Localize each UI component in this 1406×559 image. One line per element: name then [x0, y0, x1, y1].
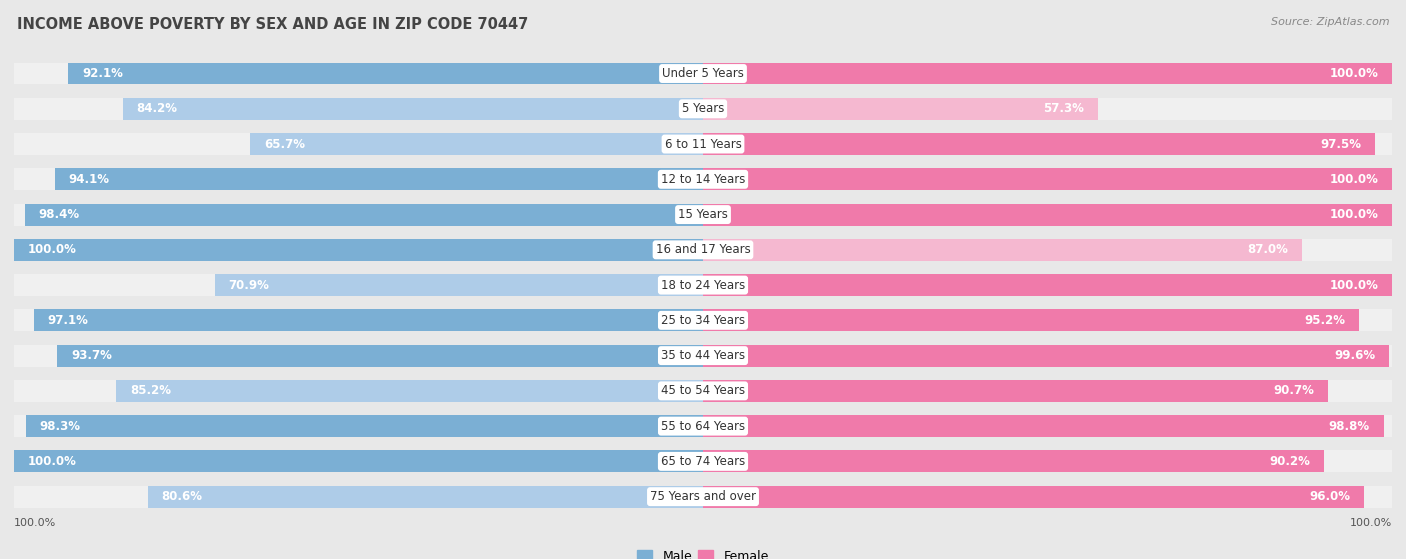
Bar [703, 310, 1358, 331]
Text: 16 and 17 Years: 16 and 17 Years [655, 243, 751, 257]
Bar [215, 274, 703, 296]
Bar [703, 133, 1375, 155]
Text: 100.0%: 100.0% [1350, 518, 1392, 528]
Text: 6 to 11 Years: 6 to 11 Years [665, 138, 741, 150]
Text: 5 Years: 5 Years [682, 102, 724, 115]
Text: 100.0%: 100.0% [1329, 173, 1378, 186]
Bar [14, 451, 703, 472]
Bar [703, 345, 1392, 367]
Bar [703, 168, 1392, 190]
Bar [14, 63, 703, 84]
Text: Under 5 Years: Under 5 Years [662, 67, 744, 80]
Text: 94.1%: 94.1% [69, 173, 110, 186]
Text: 95.2%: 95.2% [1305, 314, 1346, 327]
Bar [703, 168, 1392, 190]
Text: 100.0%: 100.0% [1329, 208, 1378, 221]
Bar [703, 380, 1392, 402]
Bar [703, 345, 1389, 367]
Bar [250, 133, 703, 155]
Text: 97.5%: 97.5% [1320, 138, 1361, 150]
Bar [14, 203, 703, 225]
Text: 84.2%: 84.2% [136, 102, 177, 115]
Bar [703, 98, 1098, 120]
Text: 25 to 34 Years: 25 to 34 Years [661, 314, 745, 327]
Bar [14, 133, 703, 155]
Bar [55, 168, 703, 190]
Bar [703, 239, 1302, 260]
Bar [703, 133, 1392, 155]
Text: 85.2%: 85.2% [129, 385, 170, 397]
Text: 100.0%: 100.0% [1329, 278, 1378, 292]
Text: 65 to 74 Years: 65 to 74 Years [661, 455, 745, 468]
Text: 100.0%: 100.0% [28, 243, 77, 257]
Text: 70.9%: 70.9% [228, 278, 269, 292]
Bar [703, 486, 1392, 508]
Bar [14, 310, 703, 331]
Bar [703, 274, 1392, 296]
Bar [703, 274, 1392, 296]
Text: 35 to 44 Years: 35 to 44 Years [661, 349, 745, 362]
Bar [14, 274, 703, 296]
Bar [703, 486, 1364, 508]
Text: INCOME ABOVE POVERTY BY SEX AND AGE IN ZIP CODE 70447: INCOME ABOVE POVERTY BY SEX AND AGE IN Z… [17, 17, 529, 32]
Bar [117, 380, 703, 402]
Bar [122, 98, 703, 120]
Text: 45 to 54 Years: 45 to 54 Years [661, 385, 745, 397]
Bar [69, 63, 703, 84]
Text: 18 to 24 Years: 18 to 24 Years [661, 278, 745, 292]
Bar [703, 415, 1384, 437]
Text: 98.4%: 98.4% [39, 208, 80, 221]
Bar [14, 345, 703, 367]
Bar [14, 486, 703, 508]
Bar [703, 310, 1392, 331]
Text: 93.7%: 93.7% [72, 349, 112, 362]
Bar [703, 203, 1392, 225]
Bar [34, 310, 703, 331]
Text: 15 Years: 15 Years [678, 208, 728, 221]
Text: 100.0%: 100.0% [1329, 67, 1378, 80]
Bar [703, 239, 1392, 260]
Bar [14, 239, 703, 260]
Legend: Male, Female: Male, Female [633, 544, 773, 559]
Text: 92.1%: 92.1% [83, 67, 124, 80]
Bar [703, 451, 1392, 472]
Text: 55 to 64 Years: 55 to 64 Years [661, 420, 745, 433]
Bar [148, 486, 703, 508]
Bar [25, 415, 703, 437]
Bar [703, 415, 1392, 437]
Text: 100.0%: 100.0% [14, 518, 56, 528]
Text: 80.6%: 80.6% [162, 490, 202, 503]
Bar [14, 451, 703, 472]
Text: 90.7%: 90.7% [1274, 385, 1315, 397]
Text: 12 to 14 Years: 12 to 14 Years [661, 173, 745, 186]
Text: 65.7%: 65.7% [264, 138, 305, 150]
Bar [14, 239, 703, 260]
Text: 90.2%: 90.2% [1270, 455, 1310, 468]
Text: 98.3%: 98.3% [39, 420, 80, 433]
Bar [703, 380, 1327, 402]
Text: 97.1%: 97.1% [48, 314, 89, 327]
Bar [14, 98, 703, 120]
Text: 99.6%: 99.6% [1334, 349, 1375, 362]
Bar [703, 63, 1392, 84]
Text: Source: ZipAtlas.com: Source: ZipAtlas.com [1271, 17, 1389, 27]
Bar [703, 203, 1392, 225]
Bar [703, 98, 1392, 120]
Text: 57.3%: 57.3% [1043, 102, 1084, 115]
Text: 98.8%: 98.8% [1329, 420, 1369, 433]
Bar [14, 380, 703, 402]
Bar [58, 345, 703, 367]
Bar [14, 168, 703, 190]
Text: 100.0%: 100.0% [28, 455, 77, 468]
Bar [14, 415, 703, 437]
Bar [25, 203, 703, 225]
Text: 75 Years and over: 75 Years and over [650, 490, 756, 503]
Text: 96.0%: 96.0% [1309, 490, 1351, 503]
Bar [703, 451, 1324, 472]
Text: 87.0%: 87.0% [1247, 243, 1289, 257]
Bar [703, 63, 1392, 84]
